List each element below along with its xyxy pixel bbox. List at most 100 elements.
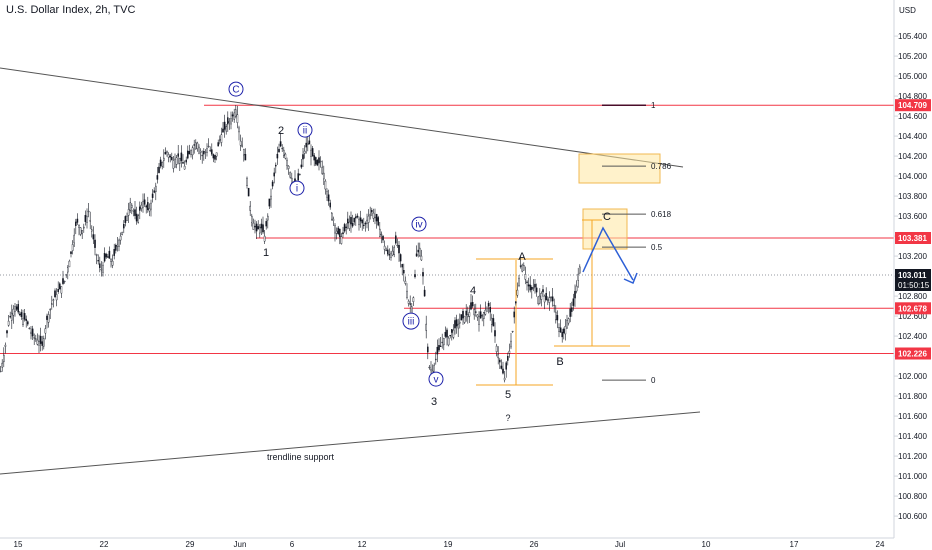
candle-body — [455, 319, 458, 327]
wave-label: 2 — [278, 125, 284, 137]
candle-body — [519, 265, 522, 267]
price-axis[interactable]: USD 100.600 100.800 101.000 101.200 101.400 1… — [893, 0, 932, 538]
candle-body — [439, 345, 442, 347]
candle-body — [347, 218, 349, 224]
candle-body — [403, 270, 405, 274]
candle-body — [387, 249, 389, 255]
candle-body — [318, 157, 320, 164]
candle-body — [446, 329, 448, 338]
candle-body — [33, 337, 35, 339]
candle-body — [220, 134, 223, 143]
candle-body — [49, 308, 51, 311]
y-tick-label: 102.400 — [898, 332, 927, 341]
y-tick-label: 104.400 — [898, 132, 927, 141]
trendline-support-label: trendline support — [267, 452, 335, 462]
candle-body — [463, 315, 466, 323]
candle-body — [94, 239, 96, 248]
candle-body — [305, 142, 308, 148]
candle-body — [523, 265, 525, 271]
candle-body — [182, 162, 184, 164]
candle-body — [76, 218, 79, 223]
level-badge — [895, 232, 931, 244]
candle-body — [87, 210, 90, 213]
candle-body — [326, 190, 328, 198]
fib-level-label: 0.5 — [651, 243, 663, 252]
candle-body — [342, 232, 344, 235]
candle-body — [299, 173, 301, 176]
wave-label-circle — [228, 81, 244, 97]
target-zone-upper[interactable] — [578, 153, 661, 184]
candle-body — [478, 316, 480, 325]
candle-body — [569, 308, 571, 317]
candle-body — [518, 277, 520, 286]
candle-body — [270, 195, 272, 200]
candle-body — [366, 219, 368, 224]
candles — [0, 105, 581, 383]
candle-body — [82, 226, 85, 229]
candle-body — [186, 150, 189, 159]
level-badge-label: 104.709 — [898, 101, 927, 110]
candle-body — [505, 362, 508, 370]
candle-body — [427, 346, 429, 353]
candle-body — [452, 329, 455, 338]
candle-body — [31, 328, 34, 337]
candle-body — [126, 215, 128, 221]
candle-body — [287, 165, 290, 169]
candle-body — [385, 249, 388, 252]
candle-body — [249, 205, 252, 211]
candle-body — [65, 274, 67, 276]
wave-label: 4 — [470, 285, 476, 297]
candle-body — [92, 234, 95, 240]
candle-body — [228, 121, 231, 124]
candle-body — [218, 139, 221, 141]
candle-body — [212, 154, 215, 159]
horizontal-levels — [0, 104, 894, 354]
y-tick-label: 101.800 — [898, 392, 927, 401]
candle-body — [271, 181, 274, 187]
y-tick-label: 101.400 — [898, 432, 927, 441]
candle-body — [308, 140, 311, 145]
candle-body — [286, 159, 288, 166]
candle-body — [110, 259, 112, 262]
wave-label: v — [434, 375, 439, 386]
x-tick-label: 26 — [530, 540, 539, 549]
candle-body — [502, 368, 504, 374]
candle-body — [154, 185, 157, 193]
candle-body — [242, 148, 245, 156]
candle-body — [492, 318, 495, 327]
candle-body — [529, 284, 531, 291]
candle-body — [484, 309, 487, 315]
candle-body — [407, 300, 410, 304]
fibonacci-retracement: 1 0.786 0.618 0.5 0 — [476, 101, 672, 386]
projection-path[interactable] — [582, 226, 634, 281]
candle-body — [355, 216, 357, 219]
candle-body — [130, 204, 133, 208]
resistance-trendline[interactable] — [0, 67, 684, 168]
wave-label: A — [518, 251, 526, 263]
target-zone-lower[interactable] — [582, 208, 628, 250]
candle-body — [430, 368, 432, 371]
candle-body — [332, 218, 335, 221]
candle-body — [571, 307, 573, 312]
candle-body — [479, 311, 482, 319]
candle-body — [337, 227, 340, 235]
candle-body — [465, 310, 468, 316]
candle-body — [283, 149, 285, 156]
support-trendline[interactable] — [0, 411, 701, 475]
wave-label: iv — [415, 220, 422, 231]
candle-body — [575, 285, 578, 292]
candle-body — [23, 313, 26, 320]
candle-body — [363, 224, 365, 227]
candle-body — [468, 312, 471, 317]
x-tick-label: 15 — [14, 540, 23, 549]
candle-body — [202, 151, 205, 155]
x-tick-label: 24 — [876, 540, 885, 549]
candle-body — [97, 260, 99, 262]
candle-body — [470, 302, 472, 310]
candle-body — [177, 153, 180, 157]
time-axis[interactable]: 15 22 29 Jun 6 12 19 26 Jul 10 17 24 — [0, 537, 894, 549]
candle-body — [137, 215, 140, 223]
candle-body — [12, 308, 15, 316]
candle-body — [289, 171, 292, 178]
